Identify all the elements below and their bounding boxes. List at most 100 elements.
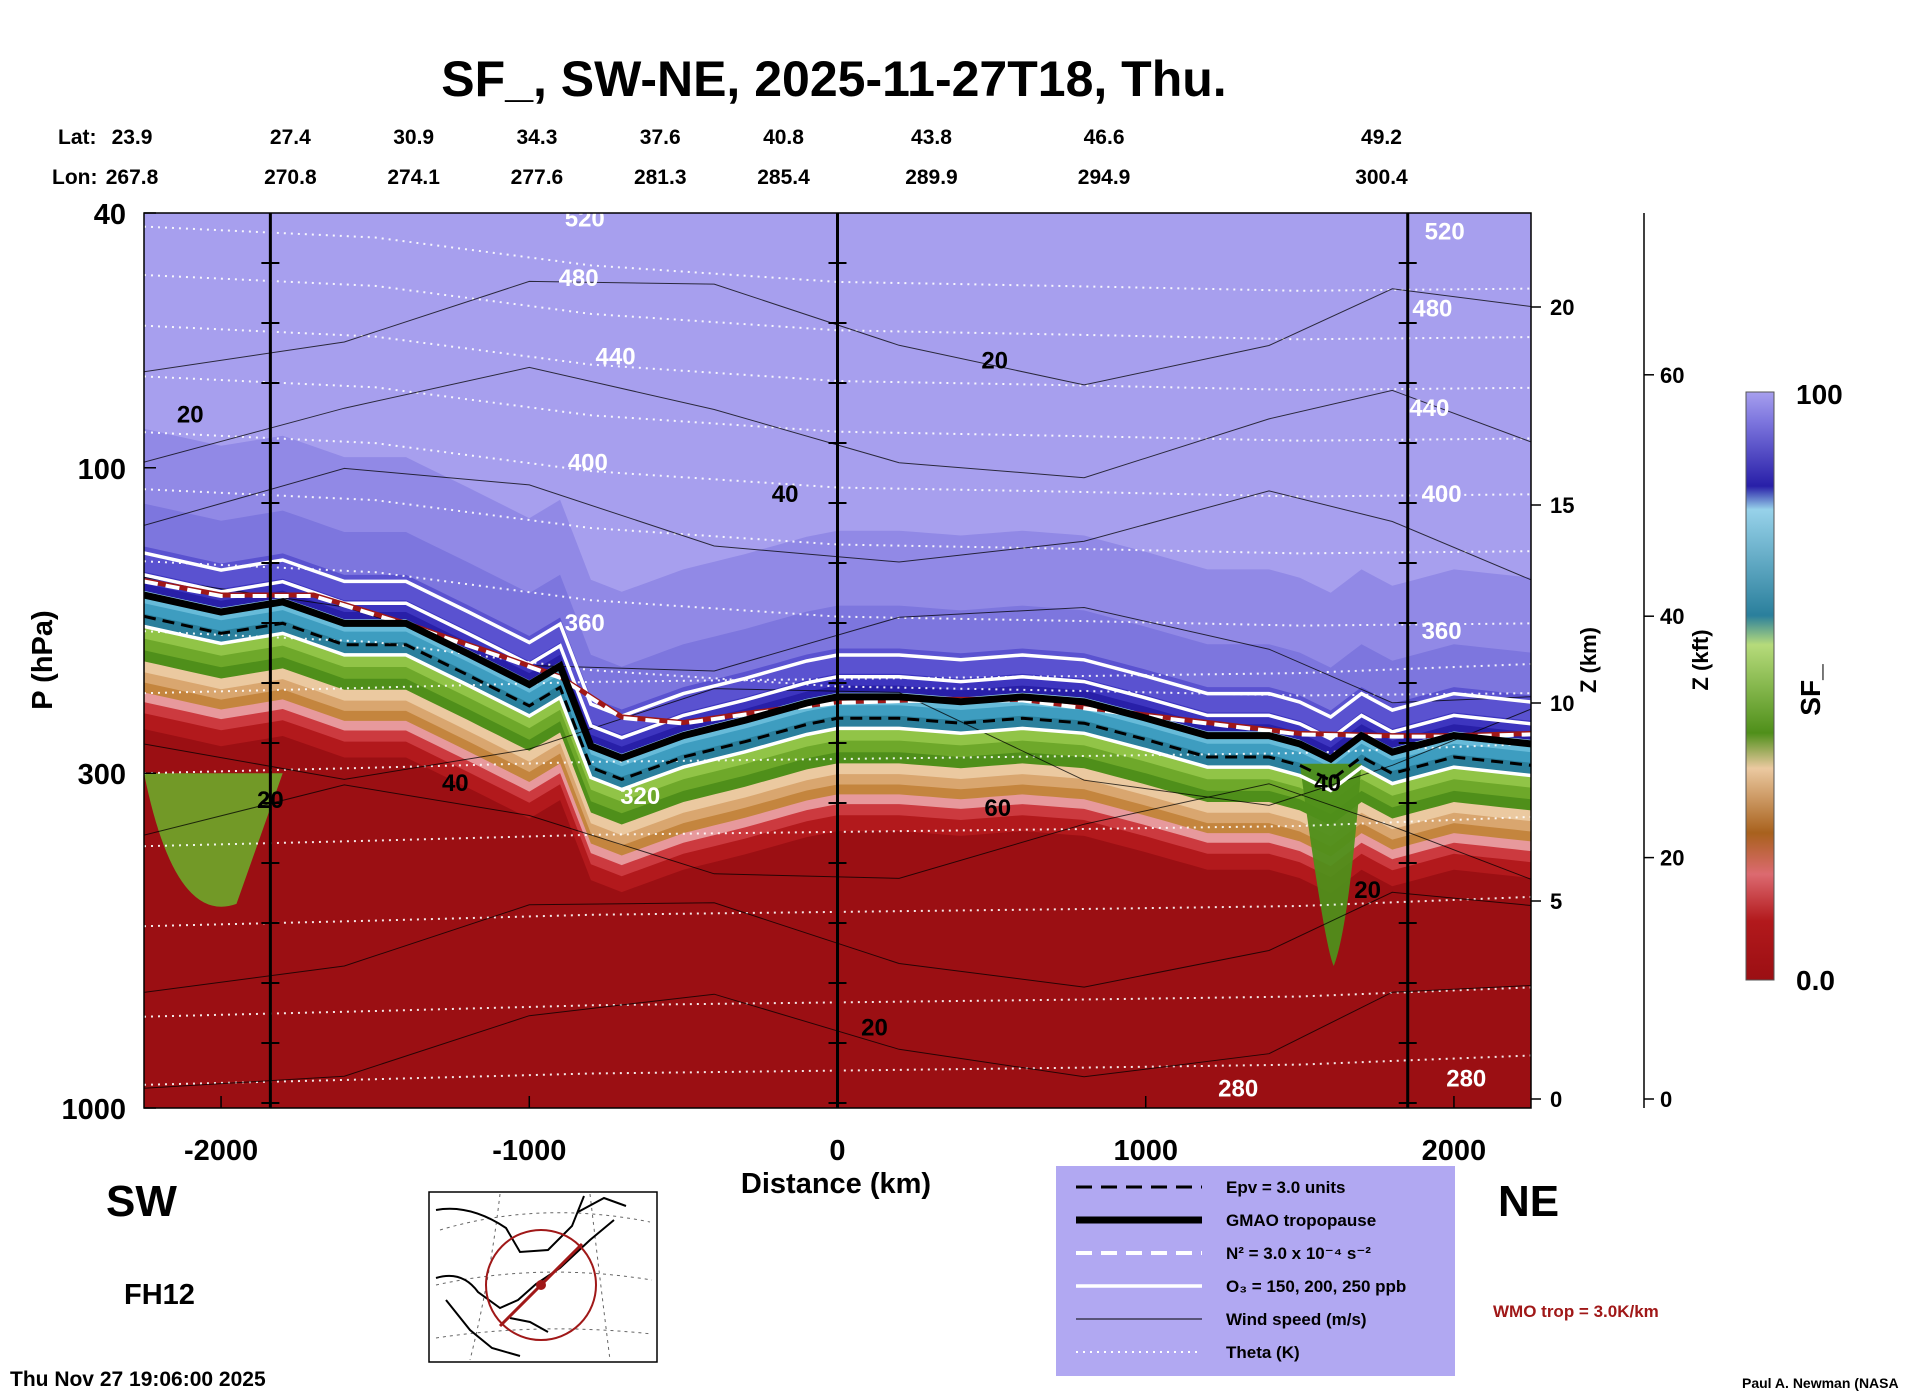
contour-labels: 520 480 440 400 360 520 480 440 400 360 320 280 280 2… — [177, 206, 1486, 1103]
contour-label: 40 — [442, 770, 469, 797]
map-center-marker — [536, 1280, 546, 1290]
contour-label: 20 — [981, 348, 1008, 375]
contour-label: 360 — [565, 610, 605, 637]
x-tick-label: -1000 — [492, 1135, 566, 1167]
contour-label: 440 — [596, 344, 636, 371]
wind-line — [144, 688, 1531, 806]
legend-label: GMAO tropopause — [1226, 1211, 1376, 1230]
legend-label: Theta (K) — [1226, 1343, 1300, 1362]
z-km-tick-label: 0 — [1550, 1087, 1562, 1112]
wind-line — [144, 783, 1531, 880]
y-tick-label: 100 — [78, 454, 126, 486]
contour-label: 20 — [257, 787, 284, 814]
wmo-note: WMO trop = 3.0K/km — [1493, 1302, 1659, 1321]
sf-fold — [1299, 763, 1362, 966]
legend: Epv = 3.0 units GMAO tropopause N² = 3.0 x… — [1076, 1178, 1406, 1362]
z-km-tick-label: 10 — [1550, 691, 1574, 716]
x-tick-label: 2000 — [1422, 1135, 1487, 1167]
contour-label: 280 — [1446, 1065, 1486, 1092]
x-tick-label: 1000 — [1113, 1135, 1178, 1167]
contour-label: 60 — [984, 795, 1011, 822]
theta-line — [144, 274, 1531, 341]
wind-line — [144, 891, 1531, 993]
contour-label: 20 — [861, 1014, 888, 1041]
legend-label: N² = 3.0 x 10⁻⁴ s⁻² — [1226, 1244, 1371, 1263]
contour-label: 440 — [1409, 395, 1449, 422]
lon-value: 289.9 — [905, 166, 958, 189]
legend-label: Wind speed (m/s) — [1226, 1310, 1367, 1329]
map-coastline — [435, 1195, 627, 1357]
wind-line — [144, 467, 1531, 581]
lat-value: 37.6 — [640, 126, 681, 149]
contour-label: 520 — [1425, 219, 1465, 246]
theta-line — [144, 560, 1531, 627]
theta-line — [144, 488, 1531, 555]
y-axis: 40 100 300 1000 — [61, 199, 156, 1126]
direction-ne: NE — [1498, 1177, 1559, 1226]
contour-label: 400 — [568, 450, 608, 477]
legend-label: Epv = 3.0 units — [1226, 1178, 1346, 1197]
theta-line — [144, 630, 1531, 697]
sf-intrusion — [144, 773, 283, 907]
lon-value: 267.8 — [106, 166, 159, 189]
chart-title: SF_, SW-NE, 2025-11-27T18, Thu. — [441, 51, 1226, 107]
direction-sw: SW — [106, 1177, 177, 1226]
z-kft-axis: 0 20 40 60 — [1643, 213, 1684, 1112]
legend-label: O₃ = 150, 200, 250 ppb — [1226, 1277, 1406, 1296]
theta-line — [144, 431, 1531, 498]
map-range-circle — [485, 1229, 597, 1341]
wind-line — [144, 366, 1531, 479]
lat-value: 34.3 — [517, 126, 558, 149]
theta-line — [144, 324, 1531, 392]
theta-line — [144, 375, 1531, 442]
n2-dashed-line — [144, 579, 1531, 739]
inset-map — [428, 1191, 658, 1363]
lat-value: 30.9 — [393, 126, 434, 149]
lat-value: 46.6 — [1084, 126, 1125, 149]
z-kft-tick-label: 20 — [1660, 846, 1684, 871]
lon-value: 281.3 — [634, 166, 687, 189]
contour-label: 480 — [1412, 295, 1452, 322]
contour-label: 20 — [1354, 877, 1381, 904]
y-tick-label: 300 — [78, 759, 126, 791]
z-km-tick-label: 5 — [1550, 889, 1562, 914]
z-km-tick-label: 20 — [1550, 295, 1574, 320]
z-km-tick-label: 15 — [1550, 493, 1574, 518]
z-kft-tick-label: 0 — [1660, 1087, 1672, 1112]
z-km-axis: 0 5 10 15 20 — [1531, 295, 1574, 1112]
lat-value: 49.2 — [1361, 126, 1402, 149]
lat-value: 40.8 — [763, 126, 804, 149]
plot-field: 520 480 440 400 360 520 480 440 400 360 320 280 280 2… — [144, 206, 1531, 1108]
colorbar — [1745, 391, 1775, 981]
contour-label: 280 — [1218, 1076, 1258, 1103]
legend-box — [1056, 1166, 1455, 1376]
y-tick-label: 40 — [94, 199, 126, 231]
y-axis-label: P (hPa) — [27, 610, 59, 709]
contour-label: 320 — [620, 783, 660, 810]
contour-label: 20 — [177, 402, 204, 429]
lon-value: 270.8 — [264, 166, 317, 189]
station-vertical-lines — [261, 213, 1417, 1108]
z-kft-tick-label: 60 — [1660, 363, 1684, 388]
credit: Paul A. Newman (NASA — [1742, 1375, 1899, 1391]
lon-value: 300.4 — [1355, 166, 1408, 189]
lat-label: Lat: — [58, 126, 97, 149]
contour-label: 400 — [1422, 481, 1462, 508]
colorbar-label: SF_ — [1795, 664, 1826, 716]
forecast-hour: FH12 — [124, 1279, 195, 1311]
wind-contours — [144, 280, 1531, 1089]
z-kft-label: Z (kft) — [1688, 629, 1713, 690]
contour-label: 520 — [565, 206, 605, 233]
lat-value: 23.9 — [112, 126, 153, 149]
lat-value: 27.4 — [270, 126, 311, 149]
theta-line — [144, 225, 1531, 292]
x-axis: -2000 -1000 0 1000 2000 — [184, 1096, 1486, 1167]
timestamp: Thu Nov 27 19:06:00 2025 — [10, 1368, 266, 1391]
x-tick-label: -2000 — [184, 1135, 258, 1167]
colorbar-min: 0.0 — [1796, 965, 1835, 996]
colorbar-max: 100 — [1796, 379, 1843, 410]
x-tick-label: 0 — [829, 1135, 845, 1167]
lon-value: 274.1 — [387, 166, 440, 189]
y-tick-label: 1000 — [61, 1094, 126, 1126]
